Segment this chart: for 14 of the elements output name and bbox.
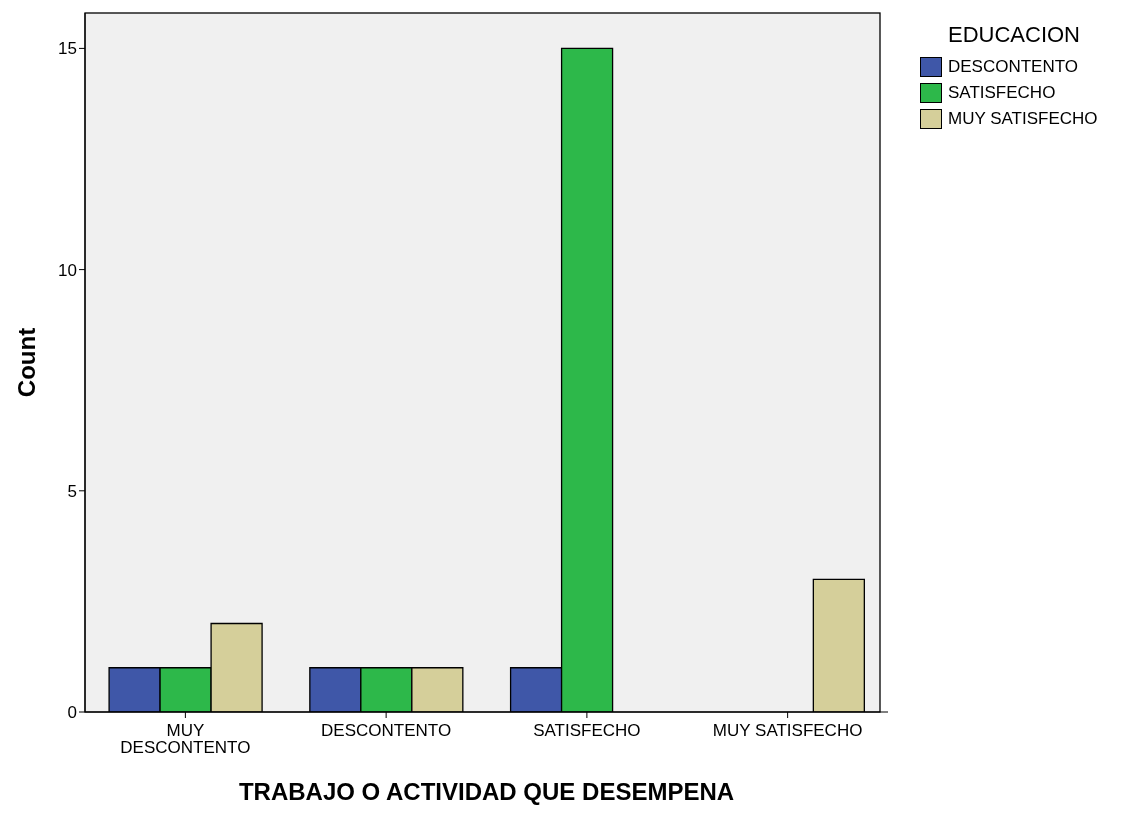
y-tick-label: 5 — [67, 481, 77, 501]
y-axis-title: Count — [12, 327, 40, 398]
x-tick-label: SATISFECHO — [533, 721, 641, 741]
y-tick-label: 15 — [58, 39, 77, 59]
y-tick-label: 10 — [58, 260, 77, 280]
y-tick-label: 0 — [67, 703, 77, 723]
legend-title: EDUCACION — [948, 22, 1081, 48]
x-tick-label: MUY DESCONTENTO — [120, 721, 251, 758]
x-tick-label: MUY SATISFECHO — [712, 721, 863, 741]
legend-label: SATISFECHO — [947, 82, 1057, 104]
legend-label: DESCONTENTO — [947, 56, 1080, 78]
x-axis-title: TRABAJO O ACTIVIDAD QUE DESEMPENA — [238, 778, 735, 805]
x-tick-label: DESCONTENTO — [321, 721, 452, 741]
legend-label: MUY SATISFECHO — [947, 108, 1098, 130]
